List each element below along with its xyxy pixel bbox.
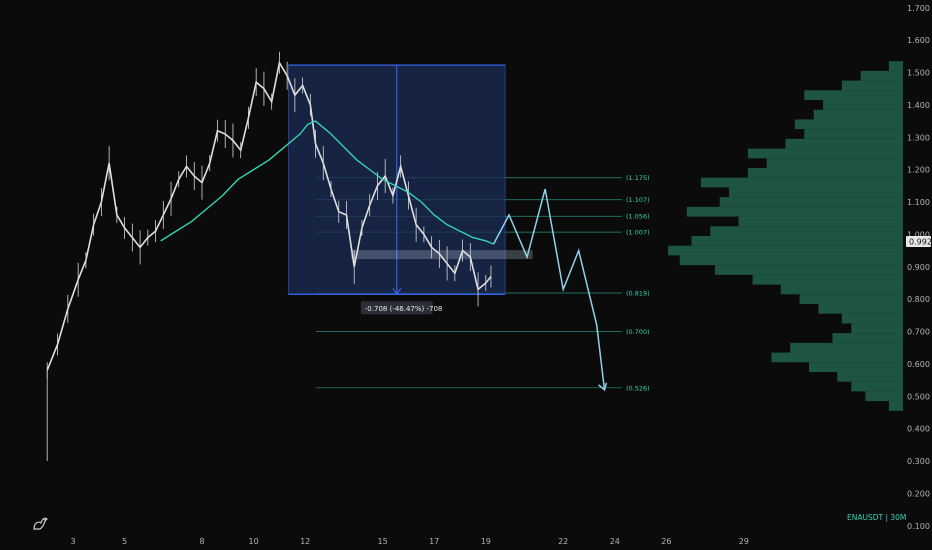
- measure-arrow-head-icon: [392, 287, 402, 296]
- x-axis-tick-label: 29: [739, 537, 749, 546]
- volume-profile-bar: [710, 226, 903, 236]
- volume-profile-bar: [809, 362, 903, 372]
- price-tag-bg: [906, 236, 931, 247]
- moving-average-series: [160, 120, 494, 245]
- y-axis-tick-label: 0.500: [907, 392, 930, 401]
- y-axis-tick-label: 1.500: [907, 69, 930, 78]
- measure-box[interactable]: -0.708 (-46.47%) -708: [288, 64, 533, 315]
- y-axis-tick-label: 0.700: [907, 328, 930, 337]
- fib-level-label: (1.056): [626, 213, 650, 221]
- volume-profile-bar: [794, 119, 903, 130]
- volume-profile-bar: [771, 352, 903, 363]
- fib-level-label: (1.107): [626, 196, 650, 204]
- volume-profile-bar: [813, 109, 903, 120]
- fib-level-label: (1.007): [626, 229, 650, 237]
- volume-profile: [668, 61, 903, 411]
- volume-profile-bar: [841, 80, 903, 91]
- volume-profile-bar: [790, 342, 903, 353]
- x-axis-tick-label: 15: [378, 537, 388, 546]
- volume-profile-bar: [715, 265, 903, 275]
- x-axis: 3 5 8 10 12 15 17 19 22 24 26 29: [70, 537, 748, 546]
- volume-profile-bar: [799, 294, 903, 304]
- price-tag: 0.992: [906, 236, 932, 247]
- y-axis-tick-label: 0.100: [907, 522, 930, 531]
- y-axis-tick-label: 0.300: [907, 457, 930, 466]
- fib-level-label: (1.175): [626, 174, 650, 182]
- x-axis-tick-label: 8: [199, 537, 204, 546]
- volume-profile-bar: [818, 303, 903, 314]
- x-axis-tick-label: 19: [481, 537, 491, 546]
- y-axis-tick-label: 0.400: [907, 425, 930, 434]
- volume-profile-bar: [747, 148, 903, 159]
- y-axis-tick-label: 1.000: [907, 230, 930, 239]
- volume-profile-bar: [719, 197, 903, 207]
- volume-profile-bar: [851, 381, 903, 392]
- y-axis-tick-label: 0.200: [907, 489, 930, 498]
- x-axis-tick-label: 12: [300, 537, 310, 546]
- volume-profile-bar: [837, 371, 903, 382]
- price-line: [46, 60, 492, 371]
- measure-label: -0.708 (-46.47%) -708: [365, 305, 443, 313]
- x-axis-tick-label: 26: [661, 537, 671, 546]
- volume-profile-bar: [851, 323, 903, 334]
- fib-level-label: (0.700): [626, 328, 650, 336]
- x-axis-tick-label: 17: [429, 537, 439, 546]
- fib-level-label: (0.819): [626, 289, 650, 297]
- price-series: [46, 51, 492, 461]
- y-axis-tick-label: 0.800: [907, 295, 930, 304]
- volume-profile-bar: [804, 129, 903, 139]
- y-axis-tick-label: 1.600: [907, 36, 930, 45]
- volume-profile-bar: [832, 333, 903, 343]
- moving-average-line: [160, 120, 494, 245]
- x-axis-tick-label: 5: [122, 537, 127, 546]
- x-axis-tick-label: 22: [558, 537, 568, 546]
- projection-arrow-icon: [597, 382, 608, 392]
- x-axis-tick-label: 10: [249, 537, 259, 546]
- x-axis-tick-label: 3: [70, 537, 75, 546]
- volume-profile-bar: [738, 216, 903, 227]
- volume-profile-bar: [785, 138, 903, 149]
- volume-profile-bar: [823, 100, 903, 110]
- volume-profile-bar: [700, 177, 903, 188]
- projection-path[interactable]: [492, 188, 608, 392]
- y-axis-tick-label: 1.300: [907, 133, 930, 142]
- volume-profile-bar: [752, 274, 903, 285]
- projection-line[interactable]: [492, 188, 606, 390]
- volume-profile-bar: [860, 70, 903, 81]
- volume-profile-bar: [686, 206, 903, 217]
- volume-profile-bar: [679, 255, 903, 266]
- y-axis-tick-label: 1.100: [907, 198, 930, 207]
- volume-profile-bar: [780, 284, 903, 295]
- volume-profile-bar: [865, 391, 903, 402]
- volume-profile-bar: [804, 90, 903, 101]
- volume-profile-bar: [747, 168, 903, 178]
- x-axis-tick-label: 24: [610, 537, 620, 546]
- volume-profile-bar: [729, 187, 903, 198]
- symbol-label: ENAUSDT | 30M: [847, 513, 906, 522]
- y-axis-tick-label: 0.900: [907, 263, 930, 272]
- y-axis-tick-label: 0.600: [907, 360, 930, 369]
- volume-profile-bar: [691, 235, 903, 246]
- measure-label-bg: [360, 301, 433, 315]
- y-axis-tick-label: 1.700: [907, 4, 930, 13]
- volume-profile-bar: [888, 401, 903, 411]
- y-axis-tick-label: 1.400: [907, 101, 930, 110]
- logo-icon: [33, 517, 48, 530]
- y-axis-tick-label: 1.200: [907, 166, 930, 175]
- volume-profile-bar: [888, 61, 903, 71]
- volume-profile-bar: [668, 245, 903, 256]
- volume-profile-bar: [841, 313, 903, 324]
- fib-level-label: (0.526): [626, 384, 650, 392]
- y-axis: 1.700 1.600 1.500 1.400 1.300 1.200 1.100 1.000…: [907, 4, 930, 531]
- current-price-label: 0.992: [909, 238, 932, 247]
- volume-profile-bar: [766, 158, 903, 169]
